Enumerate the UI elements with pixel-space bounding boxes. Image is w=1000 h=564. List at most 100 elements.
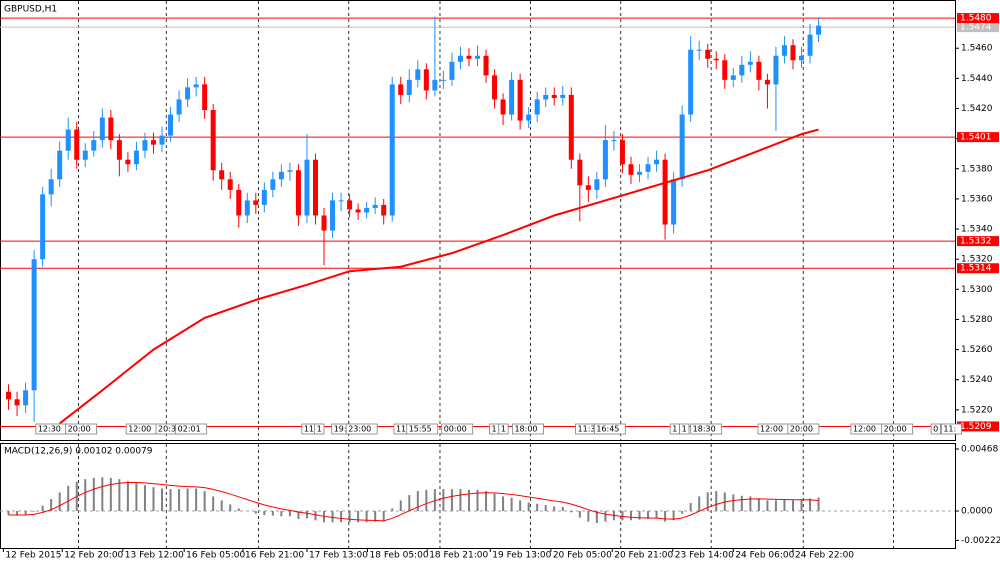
event-label-box xyxy=(175,423,208,435)
candle-body xyxy=(74,129,80,160)
y-tick-label: 1.5280 xyxy=(961,315,993,325)
x-tick-label: 24 Feb 22:00 xyxy=(795,551,854,561)
candle-body xyxy=(125,159,131,165)
event-label: 12:00 xyxy=(853,425,876,434)
event-label-box xyxy=(441,423,474,435)
candle-body xyxy=(287,170,293,172)
candle-body xyxy=(23,390,29,406)
y-tick-label: 1.5260 xyxy=(961,345,993,355)
candle-body xyxy=(48,179,54,195)
candle-body xyxy=(483,55,489,76)
signal-line xyxy=(8,482,819,522)
event-label: 18:30 xyxy=(693,425,716,434)
candle-body xyxy=(517,79,523,121)
price-level-box xyxy=(957,132,999,143)
candle-body xyxy=(270,179,276,190)
candle-body xyxy=(637,171,643,175)
x-tick-label: 20 Feb 21:00 xyxy=(614,551,673,561)
event-label-box xyxy=(65,423,98,435)
y-tick-label: 1.5440 xyxy=(961,74,993,84)
candle-body xyxy=(415,69,421,80)
candle-body xyxy=(432,79,438,91)
event-label: 19: xyxy=(334,425,347,434)
candle-body xyxy=(739,64,745,76)
y-tick-label: 0.0000 xyxy=(961,507,993,517)
candle-body xyxy=(781,45,787,56)
candle-body xyxy=(244,200,250,216)
candle-body xyxy=(577,159,583,186)
price-level-label: 1.5332 xyxy=(960,237,992,247)
candle-body xyxy=(679,114,685,180)
event-label-box xyxy=(345,423,378,435)
moving-average xyxy=(59,128,819,425)
y-tick-label: 1.5240 xyxy=(961,375,993,385)
event-label-box xyxy=(787,423,820,435)
event-label: 11: xyxy=(304,425,317,434)
candle-body xyxy=(799,55,805,61)
price-level-label: 1.5480 xyxy=(960,14,992,24)
y-tick-label: 1.5420 xyxy=(961,104,993,114)
candle-body xyxy=(159,135,165,145)
x-tick-label: 16 Feb 05:00 xyxy=(186,551,245,561)
x-tick-label: 18 Feb 21:00 xyxy=(429,551,488,561)
candle-body xyxy=(654,159,660,165)
candle-body xyxy=(628,164,634,175)
candle-body xyxy=(116,140,122,160)
x-tick-label: 24 Feb 06:00 xyxy=(735,551,794,561)
candle-body xyxy=(389,84,395,216)
event-label: 00:00 xyxy=(444,425,467,434)
current-price-label: 1.5474 xyxy=(960,23,992,33)
price-level-box xyxy=(957,13,999,24)
y-tick-label: -0.00222 xyxy=(961,536,1000,546)
price-level-label: 1.5314 xyxy=(960,264,992,274)
candle-body xyxy=(764,79,770,85)
price-level-box xyxy=(957,421,999,432)
candle-body xyxy=(790,45,796,61)
candle-body xyxy=(185,87,191,100)
candle-body xyxy=(475,55,480,59)
x-tick-label: 16 Feb 21:00 xyxy=(245,551,304,561)
candle-body xyxy=(210,110,216,171)
candle-body xyxy=(492,75,498,100)
candle-body xyxy=(99,117,105,141)
x-tick-label: 12 Feb 2015 xyxy=(5,551,61,561)
candle-body xyxy=(645,164,651,172)
candle-body xyxy=(227,179,233,190)
x-tick-label: 20 Feb 05:00 xyxy=(553,551,612,561)
x-tick-label: 18 Feb 05:00 xyxy=(370,551,429,561)
event-label: 0 xyxy=(933,425,938,434)
candle-body xyxy=(526,114,532,121)
candle-body xyxy=(585,185,591,190)
candle-body xyxy=(355,209,361,213)
event-label-box xyxy=(940,423,962,435)
y-tick-label: 1.5380 xyxy=(961,164,993,174)
candle-body xyxy=(747,61,753,65)
candle-body xyxy=(713,58,719,61)
candle-body xyxy=(671,179,677,225)
candle-body xyxy=(568,94,574,160)
candle-body xyxy=(807,34,813,56)
event-label-box xyxy=(406,423,439,435)
candle-body xyxy=(500,99,506,115)
candle-body xyxy=(705,49,711,59)
candle-body xyxy=(662,159,668,225)
candle-body xyxy=(423,69,429,91)
event-label: 16:45 xyxy=(596,425,619,434)
event-label: 11:3 xyxy=(578,425,596,434)
candle-body xyxy=(193,84,199,88)
candle-body xyxy=(688,49,694,115)
event-label: 1 xyxy=(672,425,677,434)
candle-body xyxy=(347,200,353,210)
candle-body xyxy=(150,140,156,145)
y-tick-label: 1.5220 xyxy=(961,405,993,415)
event-label-box xyxy=(593,423,626,435)
candle-body xyxy=(696,49,702,51)
price-level-label: 1.5401 xyxy=(960,133,992,143)
event-label: 12:30 xyxy=(38,425,61,434)
event-label-box xyxy=(512,423,544,435)
candle-body xyxy=(6,391,12,400)
candle-body xyxy=(611,140,617,142)
y-tick-label: 1.5460 xyxy=(961,44,993,54)
